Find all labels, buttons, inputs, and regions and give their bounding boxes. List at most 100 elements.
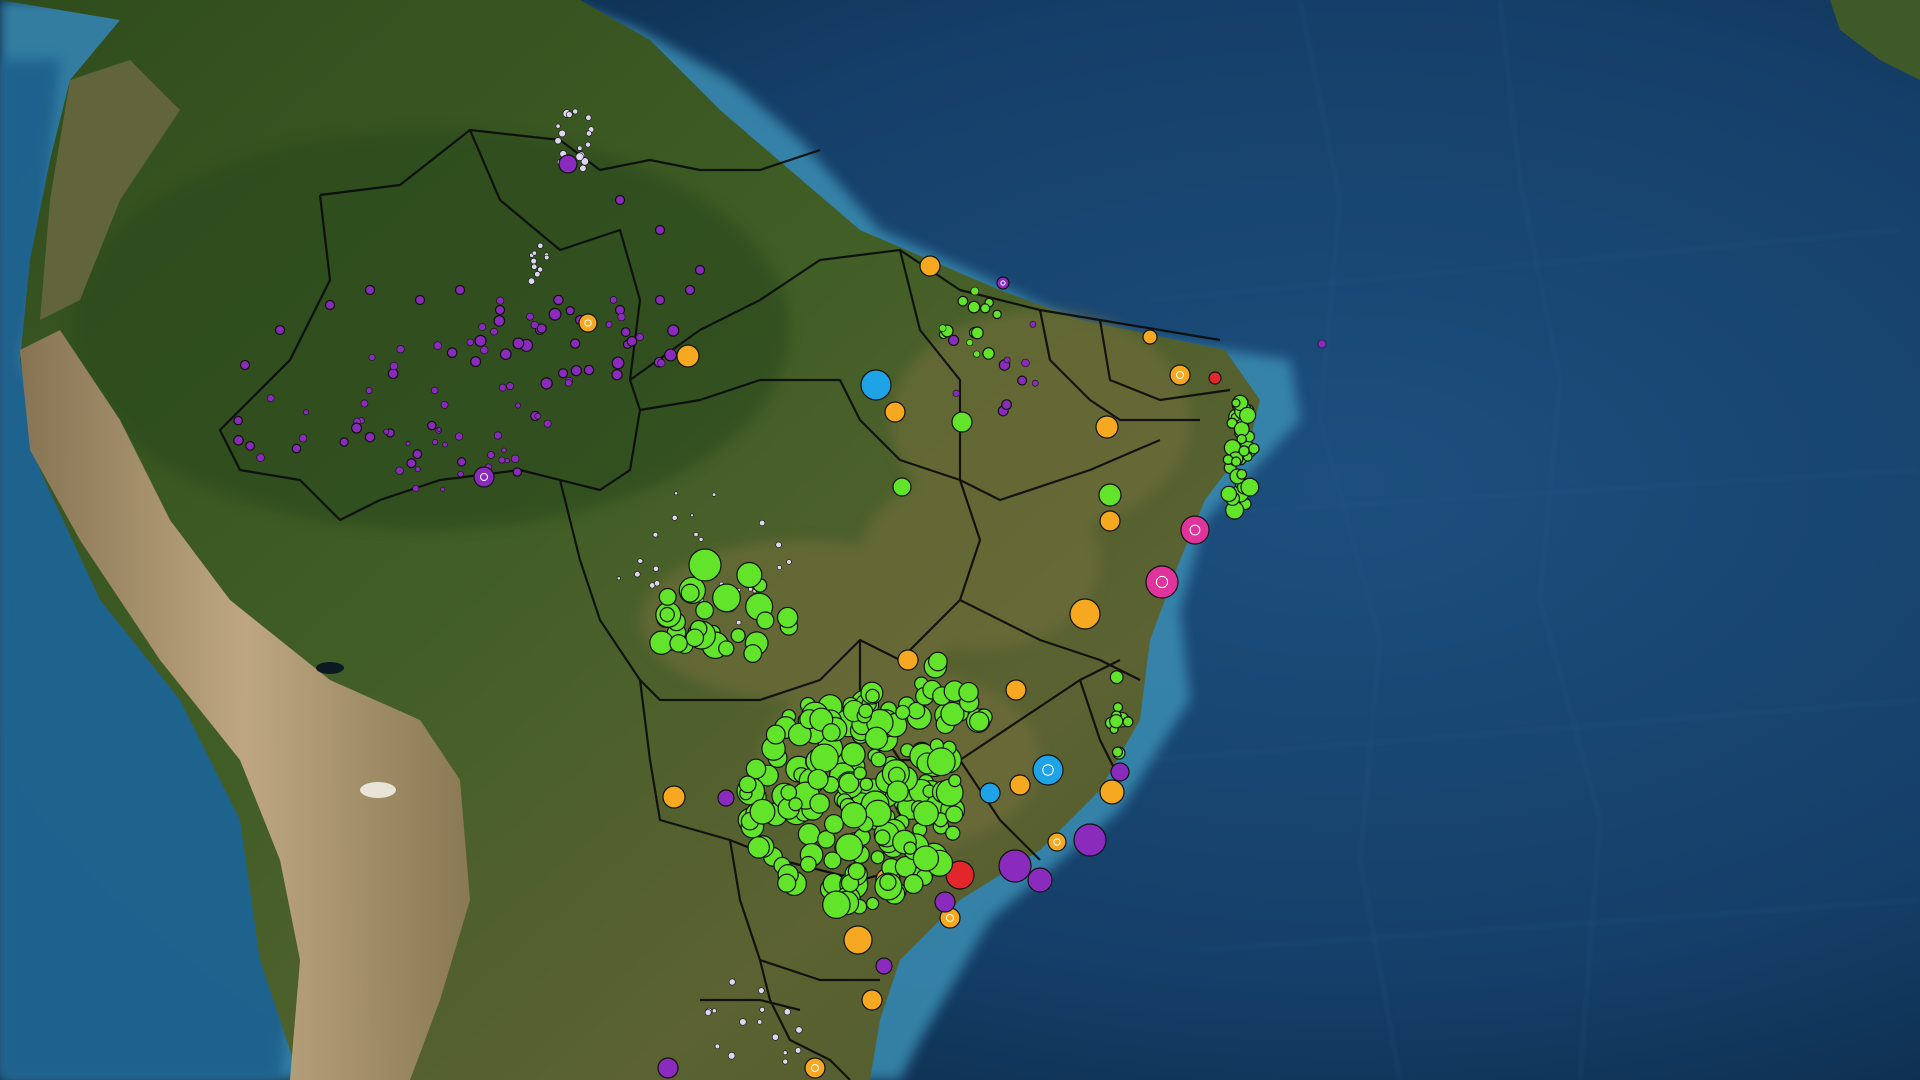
map-marker-white-121[interactable]: [530, 257, 537, 265]
map-marker-purple-534[interactable]: [1110, 762, 1130, 782]
map-marker-blue-202[interactable]: [860, 369, 892, 401]
map-marker-orange-192[interactable]: [1009, 774, 1031, 796]
map-marker-green-432[interactable]: [822, 890, 851, 920]
map-marker-orange-179[interactable]: [919, 255, 941, 277]
map-marker-purple-84[interactable]: [339, 437, 349, 447]
map-marker-white-543[interactable]: [728, 978, 736, 986]
map-marker-green-445[interactable]: [788, 797, 803, 812]
map-marker-green-456[interactable]: [756, 611, 775, 630]
map-marker-green-480[interactable]: [669, 634, 688, 653]
map-marker-green-416[interactable]: [765, 724, 786, 745]
map-marker-white-542[interactable]: [782, 1058, 789, 1065]
map-marker-purple-81[interactable]: [365, 387, 373, 394]
map-marker-orange-182[interactable]: [1095, 415, 1119, 439]
map-marker-green-473[interactable]: [730, 627, 746, 644]
map-marker-red-208[interactable]: [1208, 371, 1222, 385]
map-marker-purple-14[interactable]: [614, 194, 626, 206]
map-marker-white-544[interactable]: [771, 1033, 779, 1041]
map-marker-purple-22[interactable]: [664, 348, 678, 362]
map-marker-purple-51[interactable]: [496, 296, 505, 305]
map-marker-purple-79[interactable]: [493, 431, 502, 440]
map-marker-purple-91[interactable]: [383, 428, 390, 435]
map-marker-purple-537[interactable]: [996, 276, 1010, 290]
map-marker-green-525[interactable]: [957, 295, 969, 307]
map-marker-purple-39[interactable]: [540, 377, 553, 390]
map-marker-green-425[interactable]: [847, 862, 866, 881]
map-marker-white-116[interactable]: [537, 266, 543, 273]
map-marker-purple-6[interactable]: [494, 304, 506, 316]
map-marker-purple-536[interactable]: [657, 1057, 679, 1079]
map-marker-purple-21[interactable]: [478, 323, 487, 331]
map-marker-green-390[interactable]: [945, 825, 961, 841]
map-marker-green-341[interactable]: [859, 777, 874, 792]
map-marker-green-449[interactable]: [777, 873, 797, 893]
map-marker-purple-123[interactable]: [498, 456, 506, 464]
map-marker-purple-175[interactable]: [1017, 375, 1028, 386]
map-marker-white-161[interactable]: [649, 582, 656, 589]
map-marker-purple-136[interactable]: [412, 449, 423, 460]
map-marker-purple-32[interactable]: [530, 320, 539, 329]
map-marker-orange-186[interactable]: [897, 649, 919, 671]
map-marker-purple-30[interactable]: [617, 313, 626, 322]
map-marker-purple-29[interactable]: [657, 359, 666, 368]
map-marker-white-554[interactable]: [712, 1008, 717, 1014]
map-marker-white-545[interactable]: [795, 1026, 803, 1034]
map-marker-purple-27[interactable]: [490, 327, 498, 336]
map-marker-purple-48[interactable]: [512, 337, 525, 350]
map-marker-white-119[interactable]: [531, 263, 538, 270]
map-marker-purple-63[interactable]: [368, 353, 376, 361]
map-marker-purple-31[interactable]: [493, 315, 506, 327]
map-marker-orange-193[interactable]: [578, 313, 598, 333]
marker-layer[interactable]: [233, 108, 1327, 1079]
map-marker-purple-128[interactable]: [511, 454, 520, 463]
map-marker-green-385[interactable]: [809, 743, 839, 773]
map-marker-purple-83[interactable]: [515, 402, 521, 409]
map-marker-green-498[interactable]: [940, 701, 965, 727]
map-marker-green-478[interactable]: [659, 606, 675, 623]
map-marker-green-462[interactable]: [718, 640, 735, 657]
map-marker-green-450[interactable]: [821, 723, 841, 742]
map-marker-purple-530[interactable]: [1073, 823, 1107, 857]
map-marker-blue-205[interactable]: [979, 782, 1001, 804]
map-marker-purple-50[interactable]: [611, 368, 623, 381]
map-marker-green-514[interactable]: [1122, 716, 1134, 728]
map-marker-green-413[interactable]: [879, 873, 897, 891]
map-marker-white-163[interactable]: [652, 532, 659, 538]
map-marker-purple-71[interactable]: [233, 435, 244, 446]
map-marker-green-444[interactable]: [823, 851, 842, 870]
map-marker-white-553[interactable]: [782, 1050, 788, 1056]
map-marker-purple-16[interactable]: [557, 368, 569, 379]
map-marker-green-434[interactable]: [838, 772, 860, 794]
map-marker-green-250[interactable]: [1238, 445, 1250, 457]
map-marker-green-340[interactable]: [747, 836, 770, 859]
map-marker-green-470[interactable]: [695, 600, 714, 620]
map-marker-purple-38[interactable]: [564, 379, 573, 387]
map-marker-purple-23[interactable]: [611, 356, 625, 370]
map-marker-green-476[interactable]: [680, 583, 700, 603]
map-marker-green-527[interactable]: [982, 347, 995, 360]
map-marker-green-399[interactable]: [749, 798, 776, 825]
map-marker-green-246[interactable]: [1231, 398, 1241, 408]
map-marker-green-405[interactable]: [841, 741, 866, 767]
map-marker-magenta-209[interactable]: [1145, 565, 1179, 599]
map-marker-white-112[interactable]: [575, 152, 584, 161]
map-marker-green-447[interactable]: [840, 801, 868, 829]
map-marker-white-122[interactable]: [531, 250, 537, 256]
map-marker-green-522[interactable]: [938, 324, 947, 332]
map-marker-white-106[interactable]: [558, 129, 566, 138]
map-marker-purple-76[interactable]: [267, 394, 275, 402]
map-marker-purple-93[interactable]: [440, 400, 449, 409]
map-marker-orange-200[interactable]: [1047, 832, 1067, 852]
map-marker-green-404[interactable]: [864, 726, 889, 750]
map-marker-purple-137[interactable]: [558, 154, 578, 174]
map-marker-green-524[interactable]: [973, 350, 981, 358]
map-marker-green-518[interactable]: [970, 286, 980, 296]
map-marker-purple-69[interactable]: [512, 467, 523, 477]
map-marker-white-105[interactable]: [572, 108, 579, 115]
map-marker-purple-529[interactable]: [998, 849, 1032, 883]
map-marker-white-145[interactable]: [671, 514, 678, 521]
map-marker-purple-138[interactable]: [473, 466, 495, 488]
map-marker-white-144[interactable]: [634, 571, 641, 578]
map-marker-purple-58[interactable]: [442, 441, 448, 448]
map-marker-purple-43[interactable]: [570, 364, 583, 377]
